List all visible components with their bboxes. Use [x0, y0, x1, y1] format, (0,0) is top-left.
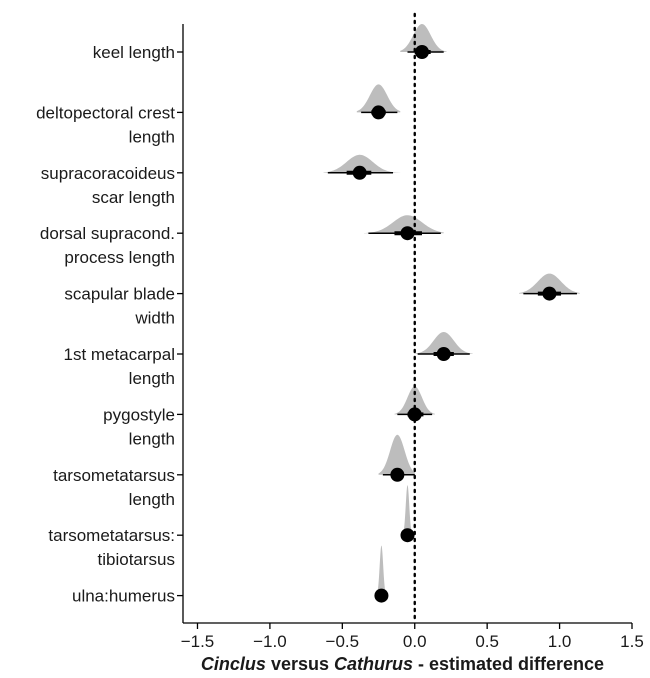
interval-layer [327, 50, 577, 598]
category-label: ulna:humerus [72, 587, 175, 606]
point-estimate [414, 45, 429, 59]
category-label: 1st metacarpal length [64, 345, 176, 388]
point-estimate [542, 286, 557, 301]
x-tick-label: −1.0 [253, 632, 287, 651]
point-estimate [407, 407, 422, 422]
point-layer [352, 45, 557, 603]
category-label: tarsometatarsus: tibiotarsus [48, 526, 175, 569]
point-estimate [436, 347, 451, 361]
posterior-distribution [403, 485, 412, 536]
category-label: supracoracoideus scar length [41, 164, 175, 207]
x-tick-label: −0.5 [326, 632, 360, 651]
point-estimate [371, 105, 386, 120]
posterior-distribution [364, 215, 444, 234]
category-label: dorsal supracond. process length [40, 224, 175, 267]
category-label: tarsometatarsus length [53, 466, 175, 509]
posterior-distribution [323, 154, 401, 173]
point-estimate [390, 467, 405, 482]
x-tick-label: 0.5 [475, 632, 499, 651]
x-tick-label: 1.0 [548, 632, 572, 651]
posterior-distribution [378, 434, 415, 475]
posterior-distribution [400, 24, 447, 52]
point-estimate [352, 165, 367, 180]
posterior-distribution [519, 273, 580, 294]
distribution-layer [323, 24, 580, 596]
category-label: deltopectoral crest length [36, 103, 175, 146]
posterior-distribution [414, 332, 473, 354]
point-estimate [400, 226, 415, 241]
x-axis-label: Cinclus versus Cathurus - estimated diff… [201, 654, 604, 674]
posterior-distribution [356, 84, 401, 113]
category-label: keel length [93, 43, 175, 62]
y-axis-categories: keel length deltopectoral crest length supr… [36, 43, 183, 606]
point-estimate [374, 588, 389, 603]
category-label: pygostyle length [103, 405, 175, 448]
category-label: scapular blade width [64, 285, 175, 328]
x-tick-label: 0.0 [403, 632, 427, 651]
posterior-distribution [377, 545, 386, 596]
point-estimate [400, 528, 415, 543]
x-tick-label: −1.5 [181, 632, 215, 651]
x-axis-ticks: −1.5 −1.0 −0.5 0.0 0.5 1.0 1.5 [181, 623, 644, 651]
x-tick-label: 1.5 [620, 632, 644, 651]
